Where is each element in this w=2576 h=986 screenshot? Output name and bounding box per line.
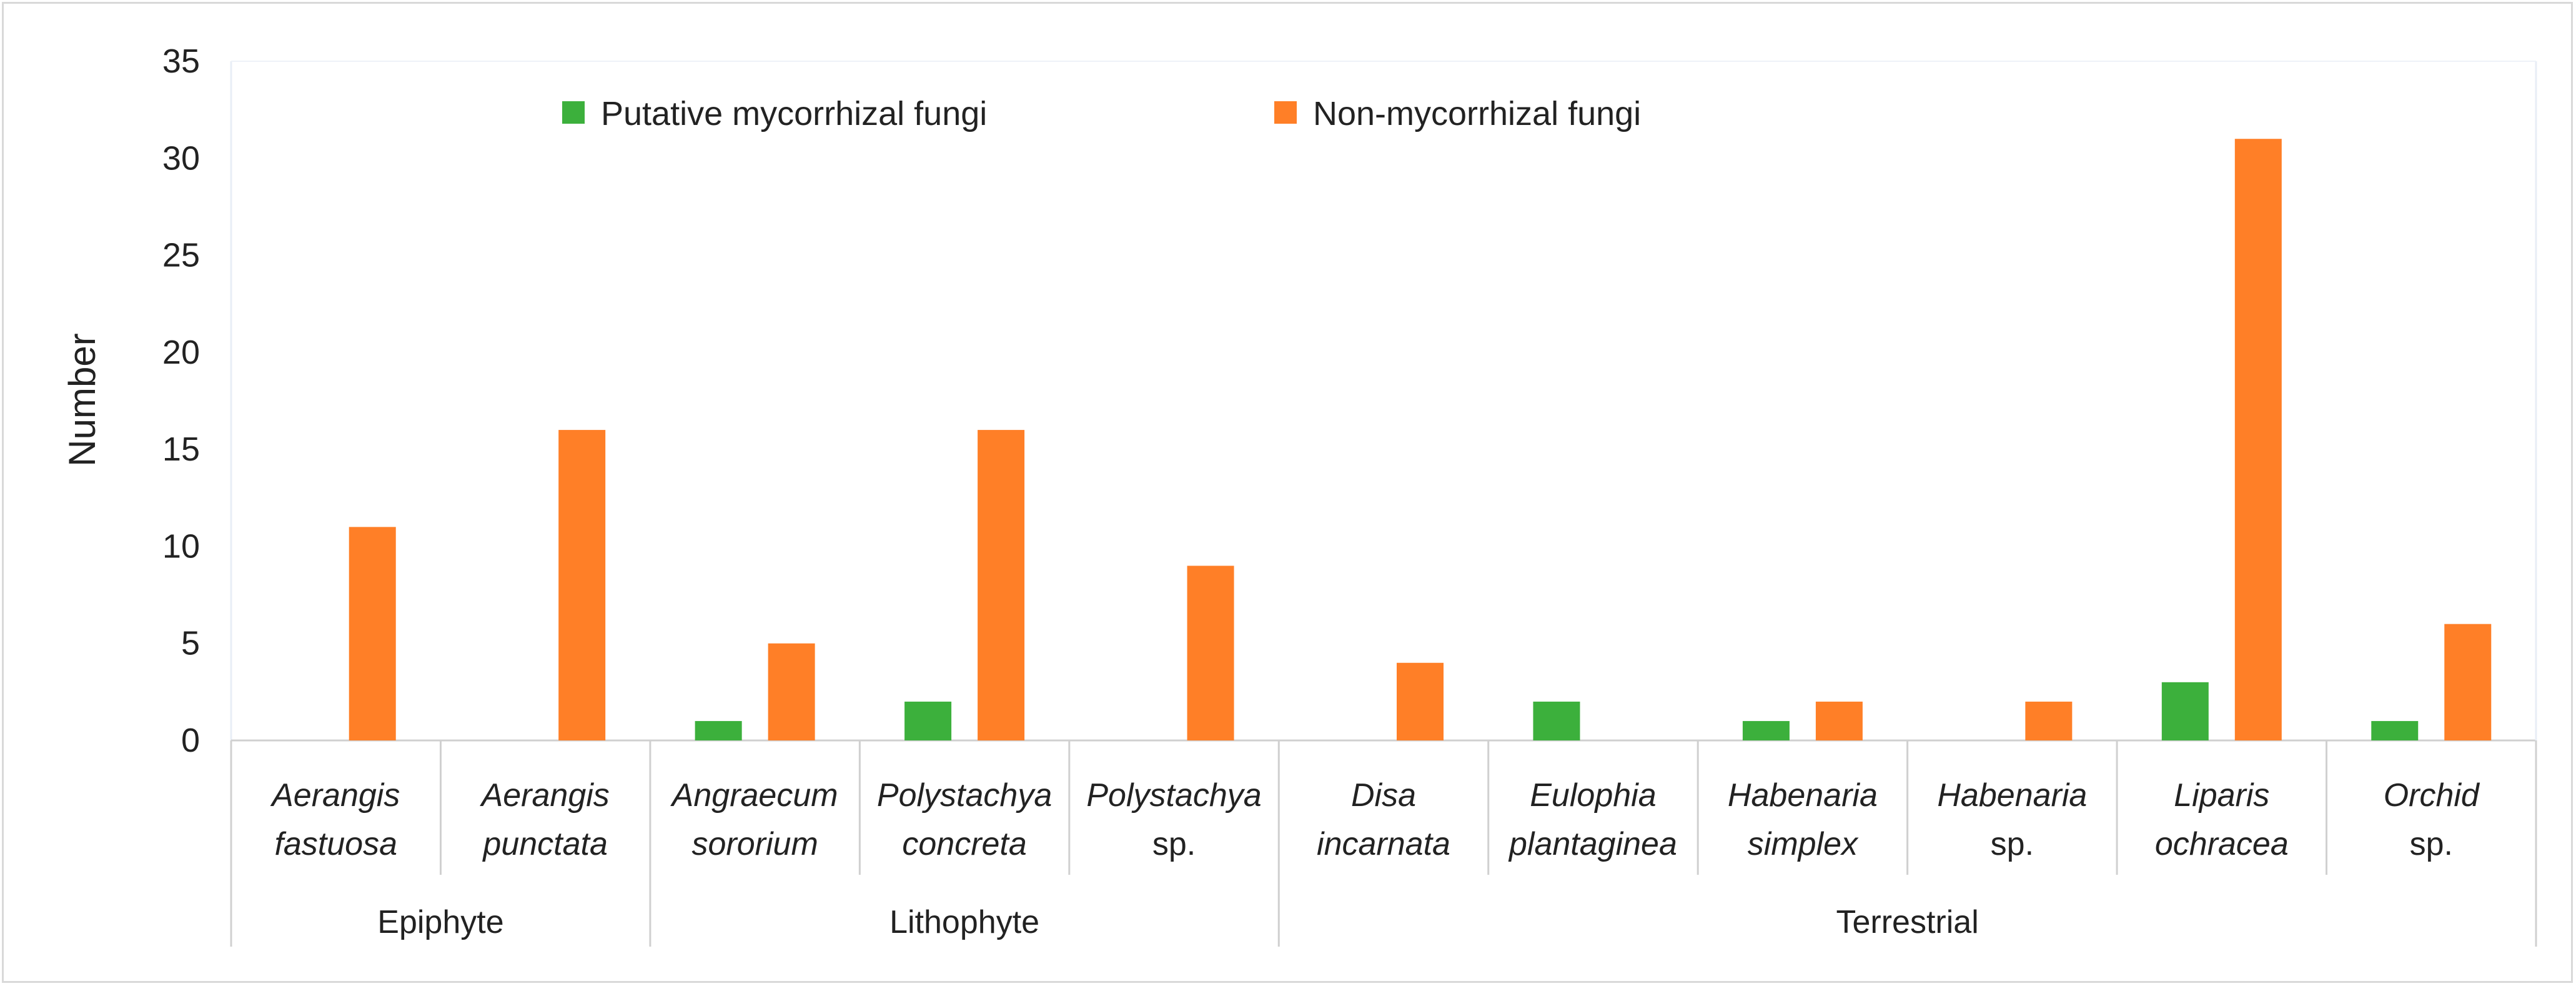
category-label-line1: Aerangis bbox=[480, 777, 610, 814]
category-label-line2: sp. bbox=[2410, 826, 2453, 862]
y-tick-label: 35 bbox=[162, 42, 200, 80]
y-tick-label: 30 bbox=[162, 139, 200, 177]
category-label-line1: Habenaria bbox=[1937, 777, 2087, 814]
y-tick-label: 0 bbox=[181, 722, 200, 759]
bar-non-mycorrhizal bbox=[2025, 701, 2073, 740]
category-label-line2: sororium bbox=[692, 826, 818, 862]
category-label-line2: plantaginea bbox=[1508, 826, 1677, 862]
category-label-line1: Aerangis bbox=[270, 777, 400, 814]
bar-putative-mycorrhizal bbox=[1742, 720, 1790, 740]
group-label: Epiphyte bbox=[377, 904, 503, 940]
bar-non-mycorrhizal bbox=[558, 430, 606, 740]
y-tick-label: 20 bbox=[162, 334, 200, 371]
bar-putative-mycorrhizal bbox=[695, 720, 742, 740]
bar-putative-mycorrhizal bbox=[2371, 720, 2419, 740]
y-tick-label: 5 bbox=[181, 625, 200, 662]
legend-swatch-putative bbox=[562, 101, 585, 124]
bar-putative-mycorrhizal bbox=[1533, 701, 1580, 740]
y-tick-label: 10 bbox=[162, 527, 200, 565]
group-label: Terrestrial bbox=[1836, 904, 1979, 940]
category-label-line1: Polystachya bbox=[877, 777, 1052, 814]
y-tick-label: 15 bbox=[162, 431, 200, 468]
category-label-line2: simplex bbox=[1748, 826, 1859, 862]
bar-non-mycorrhizal bbox=[978, 430, 1025, 740]
category-label-line1: Disa bbox=[1351, 777, 1416, 814]
category-label-line1: Liparis bbox=[2174, 777, 2269, 814]
category-label-line2: sp. bbox=[1152, 826, 1196, 862]
bar-non-mycorrhizal bbox=[1187, 565, 1234, 740]
bar-non-mycorrhizal bbox=[2234, 139, 2282, 740]
category-label-line1: Orchid bbox=[2384, 777, 2480, 814]
category-label-line2: incarnata bbox=[1317, 826, 1450, 862]
group-label: Lithophyte bbox=[889, 904, 1039, 940]
category-label-line2: ochracea bbox=[2155, 826, 2289, 862]
bar-non-mycorrhizal bbox=[1397, 662, 1444, 740]
category-label-line2: concreta bbox=[902, 826, 1026, 862]
bar-non-mycorrhizal bbox=[1815, 701, 1863, 740]
category-label-line1: Angraecum bbox=[670, 777, 838, 814]
y-axis-title: Number bbox=[61, 333, 103, 466]
category-label-line1: Eulophia bbox=[1530, 777, 1656, 814]
bar-non-mycorrhizal bbox=[349, 527, 396, 740]
category-label-line1: Polystachya bbox=[1086, 777, 1261, 814]
category-label-line2: punctata bbox=[482, 826, 608, 862]
legend-swatch-non-mycorrhizal bbox=[1274, 101, 1297, 124]
category-label-line1: Habenaria bbox=[1728, 777, 1878, 814]
category-label-line2: sp. bbox=[1991, 826, 2034, 862]
bar-non-mycorrhizal bbox=[768, 643, 815, 740]
legend-label: Putative mycorrhizal fungi bbox=[601, 95, 987, 132]
bar-non-mycorrhizal bbox=[2444, 624, 2492, 740]
y-tick-label: 25 bbox=[162, 237, 200, 274]
category-label-line2: fastuosa bbox=[274, 826, 397, 862]
bar-putative-mycorrhizal bbox=[904, 701, 952, 740]
bar-putative-mycorrhizal bbox=[2161, 682, 2209, 740]
legend-label: Non-mycorrhizal fungi bbox=[1313, 95, 1641, 132]
